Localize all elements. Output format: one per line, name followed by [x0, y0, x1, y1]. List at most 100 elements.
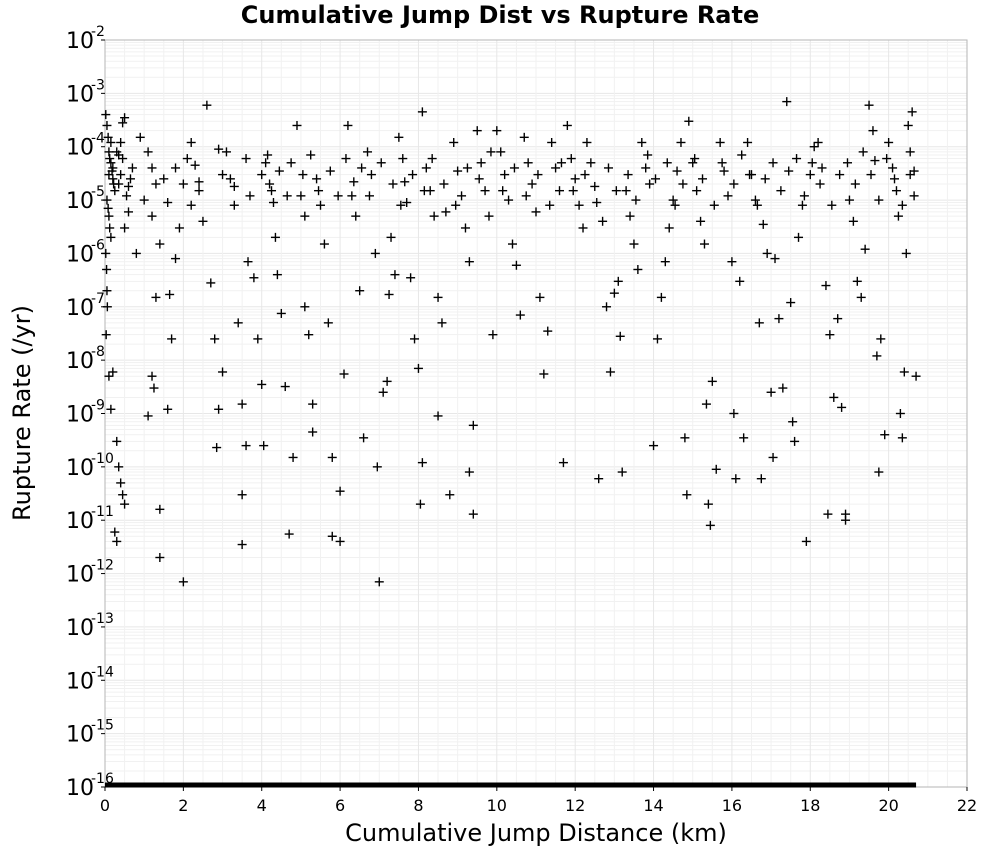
- data-point: [651, 174, 661, 184]
- data-point: [276, 308, 286, 318]
- data-point: [696, 216, 706, 226]
- y-tick-base: 10: [66, 242, 94, 267]
- data-point: [163, 198, 173, 208]
- data-point: [139, 195, 149, 205]
- data-point: [682, 490, 692, 500]
- data-point: [468, 420, 478, 430]
- data-point: [782, 97, 792, 107]
- data-point: [580, 170, 590, 180]
- data-point: [754, 318, 764, 328]
- data-point: [743, 137, 753, 147]
- data-point: [492, 126, 502, 136]
- x-tick-label: 12: [565, 796, 585, 815]
- data-point: [813, 137, 823, 147]
- data-point: [272, 270, 282, 280]
- data-point: [114, 179, 124, 189]
- data-point: [907, 107, 917, 117]
- data-point: [745, 170, 755, 180]
- x-tick-label: 14: [643, 796, 663, 815]
- data-point: [578, 223, 588, 233]
- data-point: [605, 367, 615, 377]
- data-point: [850, 179, 860, 189]
- data-point: [364, 191, 374, 201]
- data-point: [102, 286, 112, 296]
- data-point: [296, 191, 306, 201]
- x-axis-label: Cumulative Jump Distance (km): [345, 819, 727, 847]
- data-point: [257, 170, 267, 180]
- data-point: [533, 170, 543, 180]
- data-point: [858, 147, 868, 157]
- data-point: [468, 509, 478, 519]
- y-tick-base: 10: [66, 456, 94, 481]
- data-point: [903, 120, 913, 130]
- data-point: [374, 577, 384, 587]
- y-tick-base: 10: [66, 29, 94, 54]
- data-point: [417, 107, 427, 117]
- data-point: [649, 441, 659, 451]
- data-point: [366, 170, 376, 180]
- x-tick-label: 6: [335, 796, 345, 815]
- data-point: [103, 132, 113, 142]
- data-point: [316, 200, 325, 210]
- data-point: [825, 330, 835, 340]
- data-point: [643, 150, 653, 160]
- data-point: [794, 232, 804, 242]
- data-point: [355, 286, 365, 296]
- data-point: [888, 163, 898, 173]
- data-point: [752, 200, 762, 210]
- data-point: [523, 158, 533, 168]
- data-point: [349, 177, 359, 187]
- y-tick-base: 10: [66, 296, 94, 321]
- data-point: [756, 474, 766, 484]
- data-point: [108, 174, 118, 184]
- data-point: [384, 289, 394, 299]
- data-point: [433, 292, 443, 302]
- data-point: [711, 464, 721, 474]
- data-point: [668, 195, 678, 205]
- data-point: [703, 499, 713, 509]
- data-point: [243, 257, 253, 267]
- data-point: [167, 334, 177, 344]
- data-point: [105, 154, 115, 164]
- x-tick-label: 2: [178, 796, 188, 815]
- data-point: [776, 186, 786, 196]
- data-point: [298, 170, 308, 180]
- data-point: [104, 147, 114, 157]
- data-point: [249, 273, 259, 283]
- data-point: [709, 200, 719, 210]
- data-point: [300, 302, 310, 312]
- data-point: [823, 509, 833, 519]
- data-point: [874, 467, 884, 477]
- y-tick-exponent: -14: [91, 664, 114, 680]
- data-point: [762, 248, 772, 258]
- data-point: [270, 232, 280, 242]
- data-point: [194, 177, 204, 187]
- data-point: [102, 264, 112, 274]
- data-point: [178, 577, 188, 587]
- data-point: [120, 223, 130, 233]
- data-point: [118, 118, 128, 128]
- data-point: [874, 195, 884, 205]
- data-point: [837, 402, 847, 412]
- data-point: [833, 314, 843, 324]
- data-point: [300, 211, 310, 221]
- data-point: [225, 174, 235, 184]
- data-point: [594, 474, 604, 484]
- data-point: [143, 147, 153, 157]
- data-point: [545, 200, 555, 210]
- data-point: [363, 147, 373, 157]
- data-point: [611, 186, 621, 196]
- data-point: [147, 163, 157, 173]
- x-tick-label: 18: [800, 796, 820, 815]
- data-point: [116, 137, 126, 147]
- data-point: [265, 179, 275, 189]
- data-point: [245, 191, 255, 201]
- data-point: [788, 417, 798, 427]
- data-point: [844, 195, 854, 205]
- data-point: [905, 170, 915, 180]
- data-point: [124, 207, 134, 217]
- data-point: [829, 392, 839, 402]
- data-point: [108, 163, 118, 173]
- data-point: [488, 330, 498, 340]
- data-point: [792, 154, 802, 164]
